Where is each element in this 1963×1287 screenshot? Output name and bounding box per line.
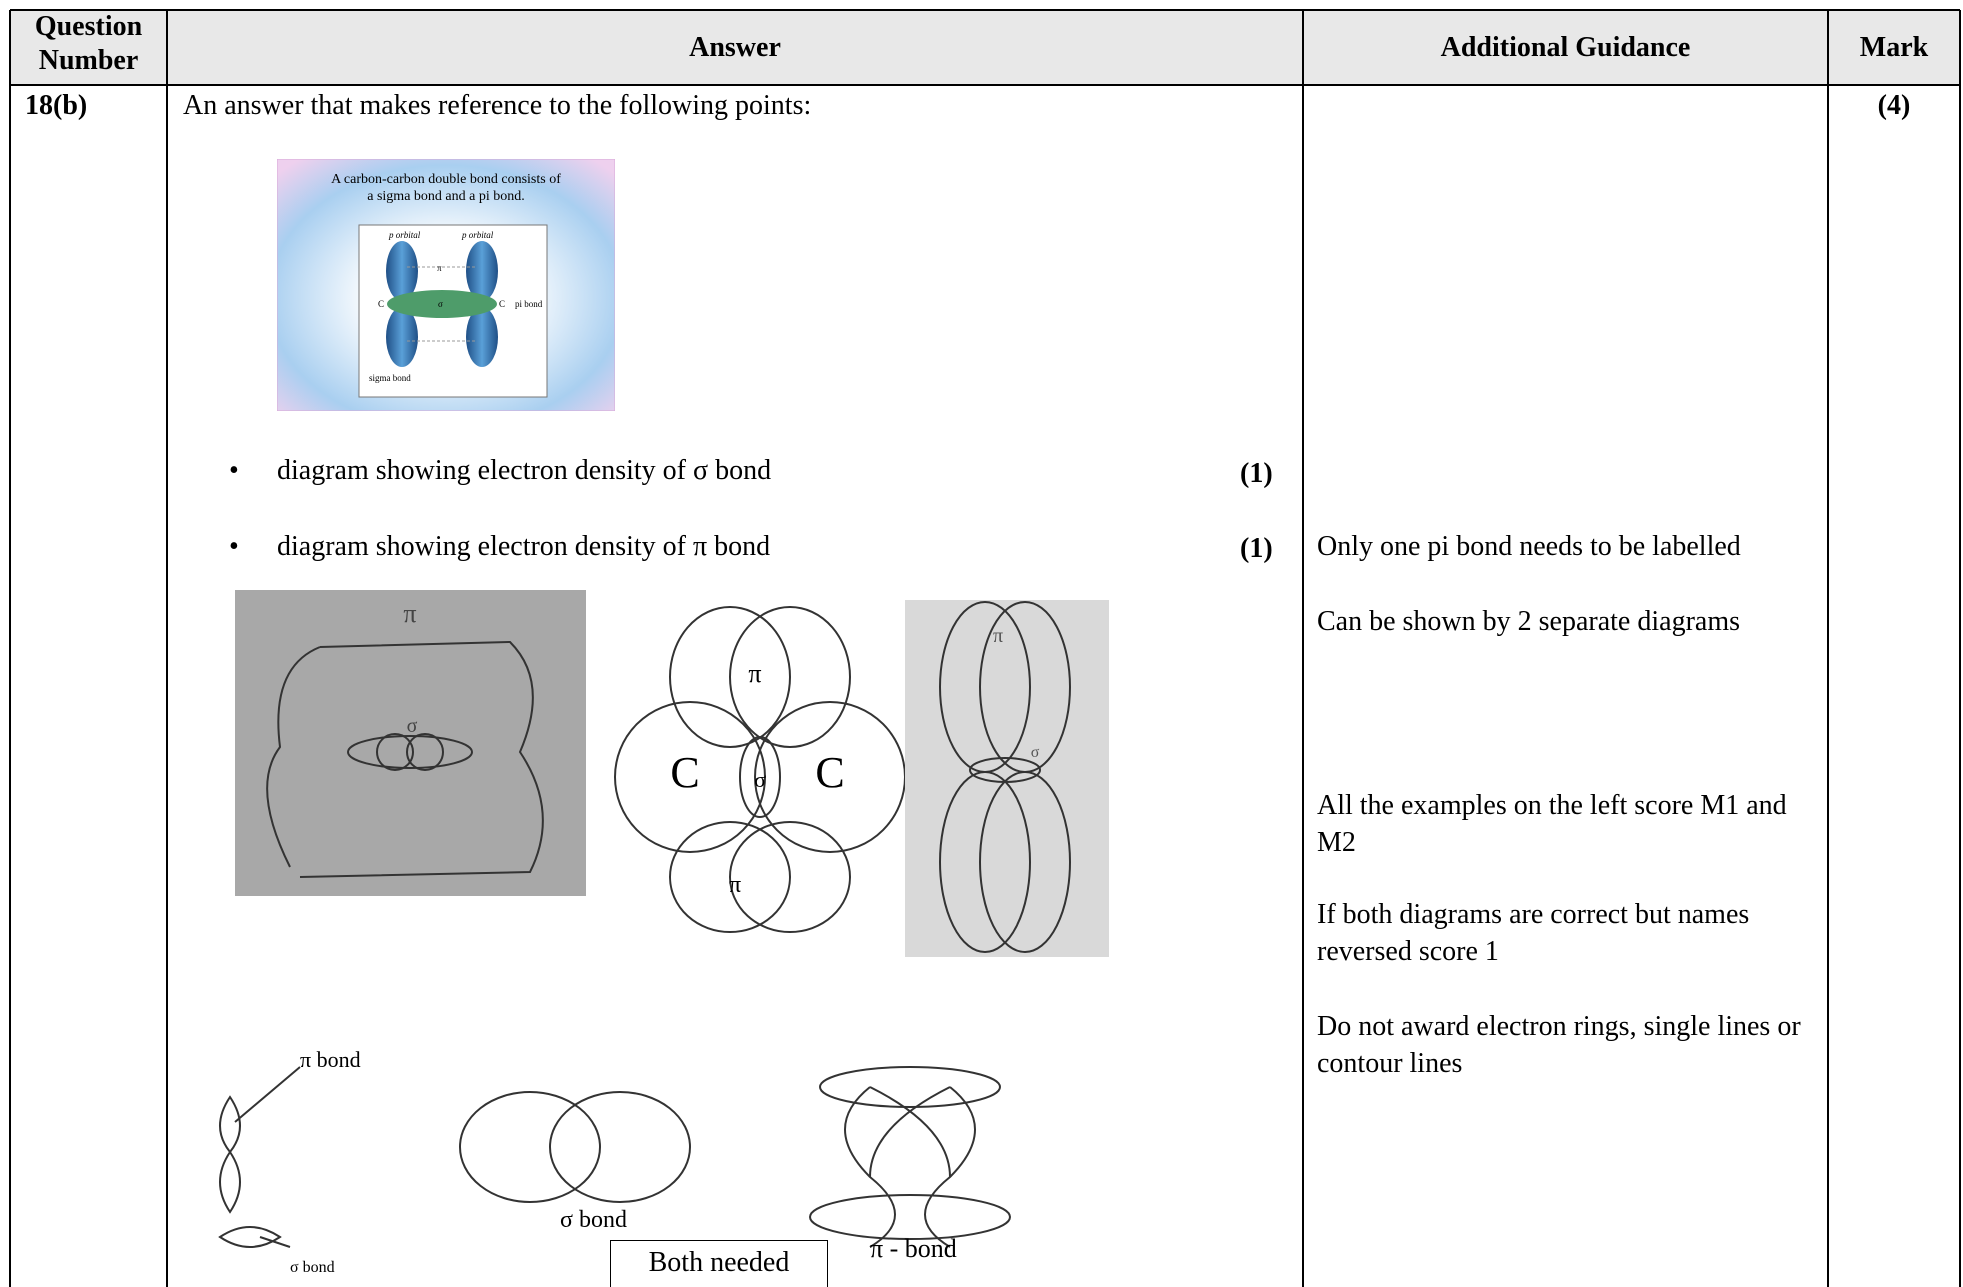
sketch-label: σ bond bbox=[290, 1259, 335, 1276]
header-cell: Additional Guidance bbox=[1440, 32, 1691, 63]
guidance: Only one pi bond needs to be labelled bbox=[1317, 531, 1741, 562]
sketches: π σ π C σ C π π σ π bond σ bond σ bond π… bbox=[218, 590, 1109, 1276]
sketch-label: σ bbox=[407, 715, 418, 737]
point-mark: (1) bbox=[1240, 458, 1273, 489]
point-mark: (1) bbox=[1240, 533, 1273, 564]
question-number: 18(b) bbox=[25, 90, 88, 121]
sketch-label: π bbox=[993, 625, 1003, 647]
sketch-label: π bbox=[403, 599, 416, 628]
sketch-label: π - bond bbox=[870, 1234, 957, 1263]
figure-label: π bbox=[437, 263, 442, 273]
figure-label: C bbox=[499, 299, 505, 309]
guidance: All the examples on the left score M1 an… bbox=[1317, 790, 1787, 858]
sketch-label: σ bond bbox=[560, 1207, 627, 1233]
point: diagram showing electron density of σ bo… bbox=[277, 455, 772, 486]
figure-label: p orbital bbox=[388, 230, 421, 240]
sketch-label: C bbox=[815, 748, 844, 797]
guidance: Can be shown by 2 separate diagrams bbox=[1317, 606, 1740, 637]
point: diagram showing electron density of π bo… bbox=[277, 531, 771, 562]
header-cell: Question Number bbox=[34, 11, 143, 76]
caption: A carbon-carbon double bond consists of a… bbox=[331, 172, 561, 204]
figure-label: σ bbox=[438, 299, 443, 309]
guidance: Do not award electron rings, single line… bbox=[1317, 1011, 1801, 1079]
guidance: If both diagrams are correct but names r… bbox=[1317, 899, 1750, 967]
header-bg bbox=[10, 10, 1960, 85]
bullet: • bbox=[229, 531, 239, 562]
figure-label: p orbital bbox=[461, 230, 494, 240]
grid bbox=[9, 9, 1961, 1287]
mark: (4) bbox=[1877, 90, 1911, 121]
intro: An answer that makes reference to the fo… bbox=[183, 90, 812, 121]
textbook-figure: A carbon-carbon double bond consists of a… bbox=[277, 159, 615, 411]
sketch-label: π bond bbox=[300, 1047, 361, 1072]
bullet: • bbox=[229, 455, 239, 486]
figure-label: sigma bond bbox=[369, 373, 411, 383]
sketch-label: C bbox=[670, 748, 699, 797]
sketch-label: π bbox=[729, 872, 741, 898]
sketch-label: σ bbox=[1031, 744, 1040, 761]
figure-label: C bbox=[378, 299, 384, 309]
note-box: Both needed bbox=[610, 1240, 828, 1287]
sketch-label: π bbox=[748, 659, 761, 688]
figure-label: pi bond bbox=[515, 299, 543, 309]
sketch-label: σ bbox=[754, 767, 766, 792]
header-cell: Answer bbox=[689, 32, 781, 63]
header-cell: Mark bbox=[1859, 32, 1929, 63]
